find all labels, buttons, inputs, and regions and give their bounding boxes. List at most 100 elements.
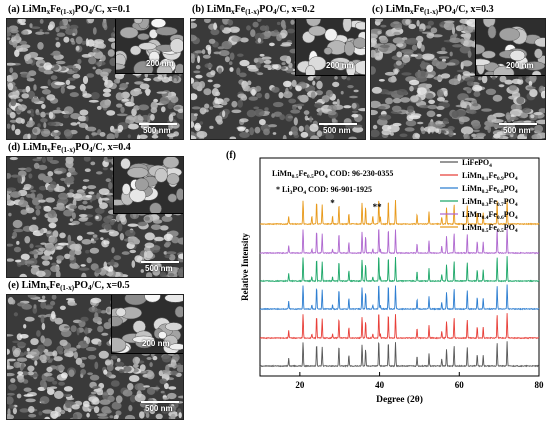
sem-particle — [388, 76, 397, 83]
sem-particle — [202, 54, 211, 59]
sem-particle — [27, 59, 33, 64]
sem-particle — [77, 204, 85, 210]
sem-particle — [102, 20, 107, 29]
sem-particle — [97, 341, 102, 347]
sem-particle — [85, 135, 90, 139]
inset-particle — [164, 295, 183, 303]
inset-particle — [352, 37, 365, 49]
sem-inset-texture-a — [116, 19, 183, 73]
sem-particle — [255, 85, 262, 92]
sem-particle — [13, 361, 21, 369]
sem-particle — [37, 42, 44, 50]
sem-particle — [222, 110, 226, 118]
sem-particle — [229, 136, 237, 139]
impurity-double-star: ** — [373, 202, 383, 212]
sem-particle — [30, 338, 39, 346]
sem-particle — [267, 67, 272, 70]
inset-particle — [134, 177, 149, 191]
sem-particle — [75, 357, 83, 365]
sem-particle — [39, 379, 47, 388]
sem-particle — [245, 128, 249, 133]
sem-particle — [7, 82, 14, 91]
inset-particle — [531, 70, 542, 75]
sem-particle — [478, 76, 482, 81]
sem-particle — [13, 228, 24, 233]
sem-particle — [524, 132, 528, 137]
xrd-pattern-0 — [259, 341, 540, 368]
sem-particle — [287, 28, 295, 34]
sem-particle — [35, 270, 46, 277]
sem-particle — [134, 81, 144, 85]
sem-particle — [161, 215, 173, 222]
sem-particle — [427, 20, 434, 26]
inset-particle — [132, 335, 155, 344]
inset-particle — [174, 305, 183, 318]
sem-particle — [7, 360, 10, 368]
sem-particle — [332, 81, 340, 88]
sem-particle — [447, 126, 455, 131]
sem-particle — [332, 101, 338, 105]
scale-bar-e — [141, 401, 179, 403]
sem-particle — [53, 130, 59, 133]
sem-particle — [10, 98, 17, 107]
inset-particle — [176, 188, 183, 201]
sem-particle — [395, 60, 402, 66]
sem-particle — [139, 401, 150, 408]
sem-particle — [119, 233, 125, 241]
sem-particle — [191, 53, 195, 59]
scale-label-b: 500 nm — [323, 126, 351, 135]
sem-particle — [88, 405, 96, 410]
sem-particle — [7, 62, 16, 66]
sem-particle — [90, 297, 102, 304]
scale-bar-b — [319, 123, 357, 125]
sem-particle — [12, 407, 17, 415]
sem-particle — [104, 159, 114, 163]
sem-particle — [59, 339, 68, 346]
sem-particle — [33, 162, 40, 169]
sem-particle — [377, 106, 386, 110]
sem-particle — [39, 19, 44, 24]
sem-particle — [113, 78, 120, 84]
sem-particle — [35, 245, 43, 248]
sem-particle — [11, 34, 15, 38]
sem-particle — [178, 253, 183, 260]
sem-particle — [504, 79, 513, 85]
sem-particle — [74, 249, 82, 256]
sem-particle — [10, 378, 16, 383]
sem-image-a: 200 nm 500 nm — [6, 18, 184, 140]
sem-particle — [73, 351, 79, 359]
sem-particle — [491, 119, 504, 123]
sem-particle — [348, 136, 357, 139]
sem-particle — [379, 44, 390, 48]
sem-particle — [54, 170, 63, 174]
sem-particle — [384, 71, 396, 76]
sem-particle — [32, 306, 38, 314]
sem-particle — [371, 86, 382, 94]
sem-particle — [327, 110, 337, 116]
sem-particle — [35, 205, 42, 210]
sem-particle — [7, 37, 11, 40]
sem-particle — [426, 32, 434, 39]
sem-particle — [15, 33, 20, 41]
sem-particle — [45, 197, 55, 203]
sem-particle — [80, 264, 86, 267]
sem-particle — [56, 107, 61, 111]
sem-particle — [63, 386, 73, 392]
sem-particle — [20, 209, 28, 215]
sem-particle — [307, 76, 314, 81]
sem-particle — [127, 123, 139, 130]
sem-particle — [37, 164, 48, 170]
sem-particle — [210, 70, 216, 76]
sem-particle — [59, 305, 66, 310]
sem-particle — [283, 55, 287, 60]
sem-image-e: 200 nm 500 nm — [6, 294, 184, 420]
sem-particle — [10, 191, 21, 198]
inset-particle — [126, 167, 149, 179]
sem-particle — [109, 57, 117, 67]
sem-particle — [411, 44, 418, 51]
sem-particle — [518, 76, 523, 80]
sem-particle — [534, 124, 544, 133]
sem-particle — [27, 371, 34, 376]
sem-particle — [195, 74, 203, 79]
sem-particle — [463, 32, 471, 41]
